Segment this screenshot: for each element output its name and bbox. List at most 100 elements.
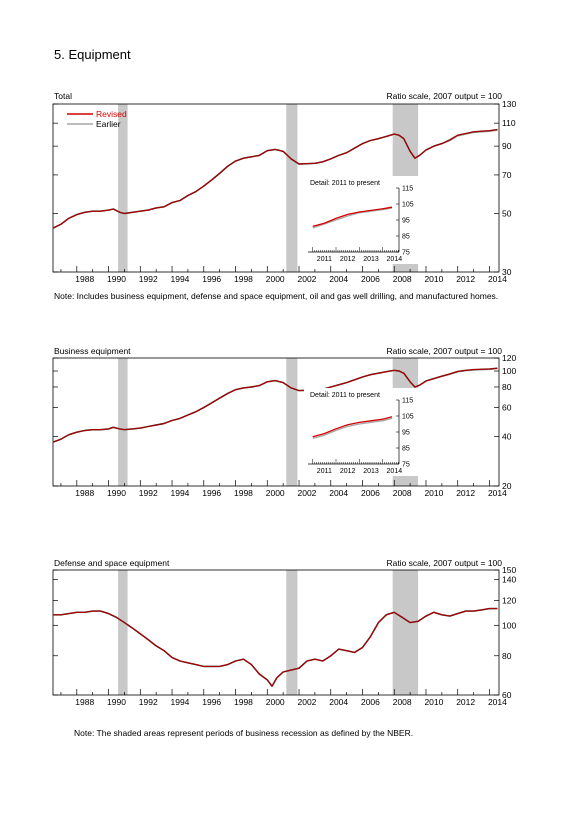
y-tick-label: 70 — [502, 170, 512, 180]
chart-panel-0: 30 50 70 90 110 130 1988 1990 1992 1994 1996 1998 20… — [52, 99, 516, 284]
inset-x-tick-label: 2013 — [363, 256, 379, 263]
recession-band-0 — [118, 570, 128, 695]
x-tick-label: 1994 — [171, 697, 190, 707]
inset-title: Detail: 2011 to present — [310, 392, 380, 399]
x-tick-label: 1996 — [202, 274, 221, 284]
inset-x-tick-label: 2012 — [340, 468, 356, 475]
inset-y-tick-label: 75 — [402, 462, 410, 469]
series-line-revised-highlight — [53, 608, 498, 687]
inset-background — [304, 176, 421, 264]
inset-title: Detail: 2011 to present — [310, 180, 380, 187]
x-tick-label: 2008 — [393, 697, 412, 707]
x-tick-label: 2010 — [424, 697, 443, 707]
plot-frame — [52, 357, 500, 487]
y-tick-label: 120 — [502, 353, 516, 363]
inset-series-revised — [312, 206, 393, 228]
recession-band-0 — [118, 104, 128, 272]
scale-note-total: Ratio scale, 2007 output = 100 — [386, 91, 502, 101]
x-tick-label: 1990 — [107, 274, 126, 284]
inset-x-tick-label: 2011 — [317, 468, 332, 475]
inset-series-revised — [312, 416, 393, 438]
x-tick-label: 2006 — [361, 697, 380, 707]
x-tick-label: 1992 — [139, 488, 158, 498]
inset-y-tick-label: 105 — [402, 202, 414, 209]
recession-band-1 — [286, 358, 298, 486]
recession-note: Note: The shaded areas represent periods… — [74, 728, 414, 738]
x-tick-label: 1988 — [75, 697, 94, 707]
x-tick-label: 1998 — [234, 488, 253, 498]
x-tick-label: 2014 — [488, 274, 507, 284]
x-tick-label: 1990 — [107, 488, 126, 498]
x-tick-label: 2014 — [488, 488, 507, 498]
inset-panel: Detail: 2011 to present 75 85 95 105 115 2011 2… — [304, 176, 421, 264]
panel-title-total: Total — [54, 91, 72, 101]
inset-x-tick-label: 2014 — [387, 256, 403, 263]
series-line-revised-highlight — [52, 367, 498, 443]
y-tick-label: 60 — [502, 403, 512, 413]
x-tick-label: 1996 — [202, 697, 221, 707]
y-tick-label: 60 — [502, 690, 512, 700]
x-tick-label: 2006 — [361, 274, 380, 284]
y-tick-label: 80 — [502, 651, 512, 661]
x-tick-label: 2004 — [329, 697, 348, 707]
inset-x-tick-label: 2013 — [363, 468, 379, 475]
inset-y-tick-label: 115 — [402, 398, 413, 405]
x-tick-label: 2002 — [297, 697, 316, 707]
x-tick-label: 2010 — [424, 274, 443, 284]
x-tick-label: 2004 — [329, 274, 348, 284]
inset-y-tick-label: 85 — [402, 446, 410, 453]
x-tick-label: 2012 — [456, 488, 475, 498]
x-tick-label: 1998 — [234, 274, 253, 284]
inset-x-tick-label: 2012 — [340, 256, 356, 263]
scale-note-business: Ratio scale, 2007 output = 100 — [386, 346, 502, 356]
inset-y-tick-label: 75 — [402, 250, 410, 257]
inset-panel: Detail: 2011 to present 75 85 95 105 115 2011 2… — [304, 388, 421, 476]
x-tick-label: 2012 — [456, 274, 475, 284]
chart-panel-1: 20 40 60 80 100 120 1988 1990 1992 1994 1996 1998 20… — [52, 353, 516, 498]
x-tick-label: 1996 — [202, 488, 221, 498]
x-tick-label: 1990 — [107, 697, 126, 707]
panel-note-total: Note: Includes business equipment, defen… — [54, 291, 499, 301]
x-tick-label: 2004 — [329, 488, 348, 498]
x-tick-label: 1992 — [139, 274, 158, 284]
x-tick-label: 2002 — [297, 488, 316, 498]
x-tick-label: 2000 — [266, 697, 285, 707]
inset-x-tick-label: 2014 — [387, 468, 403, 475]
y-tick-label: 50 — [502, 208, 512, 218]
plot-frame — [52, 103, 500, 273]
panel-title-business: Business equipment — [54, 346, 131, 356]
x-tick-label: 1994 — [171, 488, 190, 498]
recession-band-2 — [392, 570, 419, 695]
inset-y-tick-label: 85 — [402, 234, 410, 241]
recession-band-1 — [286, 104, 298, 272]
page-title: 5. Equipment — [54, 47, 131, 62]
inset-series-earlier — [312, 207, 393, 229]
inset-y-tick-label: 95 — [402, 430, 410, 437]
y-tick-label: 100 — [502, 366, 516, 376]
x-tick-label: 2002 — [297, 274, 316, 284]
scale-note-defense: Ratio scale, 2007 output = 100 — [386, 558, 502, 568]
x-tick-label: 2012 — [456, 697, 475, 707]
inset-background — [304, 388, 421, 476]
y-tick-label: 110 — [502, 118, 516, 128]
y-tick-label: 80 — [502, 382, 512, 392]
plot-frame — [52, 569, 500, 696]
x-tick-label: 2000 — [266, 274, 285, 284]
x-tick-label: 1998 — [234, 697, 253, 707]
y-tick-label: 30 — [502, 267, 512, 277]
x-tick-label: 1992 — [139, 697, 158, 707]
y-tick-label: 150 — [502, 565, 516, 575]
x-tick-label: 1988 — [75, 488, 94, 498]
inset-y-tick-label: 95 — [402, 218, 410, 225]
y-tick-label: 120 — [502, 595, 516, 605]
x-tick-label: 2006 — [361, 488, 380, 498]
x-tick-label: 1988 — [75, 274, 94, 284]
inset-x-tick-label: 2011 — [317, 256, 332, 263]
y-tick-label: 100 — [502, 620, 516, 630]
inset-y-tick-label: 105 — [402, 414, 414, 421]
x-tick-label: 2010 — [424, 488, 443, 498]
x-tick-label: 2014 — [488, 697, 507, 707]
x-tick-label: 1994 — [171, 274, 190, 284]
